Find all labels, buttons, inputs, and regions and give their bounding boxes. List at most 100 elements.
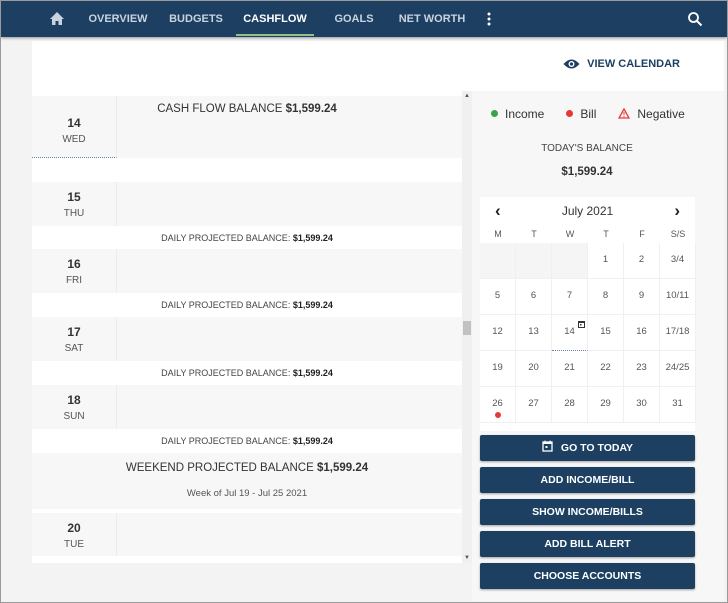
todays-balance-label: TODAY'S BALANCE [541,143,633,154]
view-calendar-button[interactable]: VIEW CALENDAR [563,58,680,70]
date-label: 2 [638,254,645,265]
calendar-day[interactable]: 27 [516,387,552,423]
projected-label: DAILY PROJECTED BALANCE: [161,233,291,243]
calendar-day[interactable]: 3/4 [660,243,696,279]
calendar-day[interactable]: 30 [624,387,660,423]
date-label: 29 [600,398,611,409]
weekday-header: W [565,229,575,239]
chevron-left-icon[interactable]: ‹ [495,201,501,220]
choose-accounts-button[interactable]: CHOOSE ACCOUNTS [480,563,695,589]
calendar-day[interactable]: 8 [588,279,624,315]
calendar-day[interactable]: 14 [552,315,588,351]
calendar-day[interactable]: 29 [588,387,624,423]
scroll-up-arrow[interactable]: ▲ [464,93,470,99]
projected-value: $1,599.24 [292,233,333,243]
calendar-day[interactable]: 7 [552,279,588,315]
projected-label: DAILY PROJECTED BALANCE: [161,368,291,378]
day-row[interactable]: 17 SAT [32,317,462,361]
home-icon[interactable] [49,11,65,26]
calendar-day[interactable]: 2 [624,243,660,279]
income-dot-icon [491,110,498,118]
more-vert-icon[interactable] [485,11,493,27]
day-row[interactable]: 20 TUE [32,513,462,556]
go-to-today-label: GO TO TODAY [560,442,634,454]
list-scrollbar[interactable]: ▲ ▼ [462,91,472,563]
day-row[interactable]: CASH FLOW BALANCE $1,599.24 14 WED [32,96,462,158]
daily-projected-balance: DAILY PROJECTED BALANCE: $1,599.24 [32,226,462,250]
day-name: SUN [63,411,85,422]
projected-value: $1,599.24 [292,300,333,310]
projected-label: DAILY PROJECTED BALANCE: [161,300,291,310]
day-row[interactable]: 15 THU [32,182,462,226]
date-label: 24/25 [665,362,690,373]
calendar-day[interactable]: 12 [480,315,516,351]
calendar-day[interactable]: 13 [516,315,552,351]
chevron-right-icon[interactable]: › [674,201,680,220]
scroll-down-arrow[interactable]: ▼ [464,555,470,561]
day-cell: 17 SAT [32,317,117,361]
calendar-day[interactable]: 26 [480,387,516,423]
date-label: 10/11 [665,290,690,301]
nav-overview[interactable]: OVERVIEW [88,13,148,25]
week-range: Week of Jul 19 - Jul 25 2021 [186,488,308,499]
calendar-day[interactable]: 23 [624,351,660,387]
calendar-day[interactable]: 19 [480,351,516,387]
projected-label: DAILY PROJECTED BALANCE: [161,436,291,446]
date-label: 5 [494,290,501,301]
cash-flow-label: CASH FLOW BALANCE [157,103,283,115]
calendar-day[interactable]: 1 [588,243,624,279]
daily-projected-balance: DAILY PROJECTED BALANCE: $1,599.24 [32,361,462,385]
date-label: 9 [638,290,645,301]
date-label: 1 [602,254,609,265]
day-name: THU [63,208,85,219]
weekend-label: WEEKEND PROJECTED BALANCE [125,462,314,474]
calendar-day[interactable]: 5 [480,279,516,315]
calendar-day[interactable]: 22 [588,351,624,387]
date-label: 7 [566,290,573,301]
date-label: 8 [602,290,609,301]
show-income-bills-button[interactable]: SHOW INCOME/BILLS [480,499,695,525]
weekday-header: T [531,229,537,239]
legend-income-label: Income [505,107,545,121]
date-label: 30 [636,398,647,409]
calendar-day[interactable]: 16 [624,315,660,351]
calendar-day[interactable]: 10/11 [660,279,696,315]
date-label: 23 [636,362,647,373]
nav-goals[interactable]: GOALS [334,13,374,25]
date-label: 14 [564,326,575,337]
date-label: 20 [528,362,539,373]
date-label: 17/18 [665,326,690,337]
search-icon[interactable] [687,11,703,27]
add-bill-alert-button[interactable]: ADD BILL ALERT [480,531,695,557]
day-cell: 16 FRI [32,249,117,293]
calendar-day[interactable]: 15 [588,315,624,351]
calendar-day[interactable]: 20 [516,351,552,387]
day-name: FRI [65,275,83,286]
calendar-day[interactable]: 24/25 [660,351,696,387]
legend: Income Bill Negative [491,107,685,121]
go-to-today-button[interactable]: GO TO TODAY [480,435,695,461]
calendar-day [552,243,588,279]
active-tab-indicator [236,34,314,36]
calendar-day[interactable]: 17/18 [660,315,696,351]
nav-net-worth[interactable]: NET WORTH [398,13,466,25]
calendar-day[interactable]: 28 [552,387,588,423]
nav-budgets[interactable]: BUDGETS [169,13,223,25]
date-label: 12 [492,326,503,337]
day-row[interactable]: 16 FRI [32,249,462,293]
cash-flow-value: $1,599.24 [285,103,337,115]
nav-cashflow[interactable]: CASHFLOW [243,13,307,25]
date-label: 13 [528,326,539,337]
calendar-day [480,243,516,279]
calendar-day[interactable]: 9 [624,279,660,315]
calendar-day[interactable]: 6 [516,279,552,315]
bill-dot-icon [566,110,574,118]
day-name: SAT [64,343,84,354]
scrollbar-thumb[interactable] [463,321,471,335]
calendar-day[interactable]: 31 [660,387,696,423]
add-income-bill-button[interactable]: ADD INCOME/BILL [480,467,695,493]
date-label: 31 [672,398,683,409]
calendar-day[interactable]: 21 [552,351,588,387]
day-row[interactable]: 18 SUN [32,385,462,429]
